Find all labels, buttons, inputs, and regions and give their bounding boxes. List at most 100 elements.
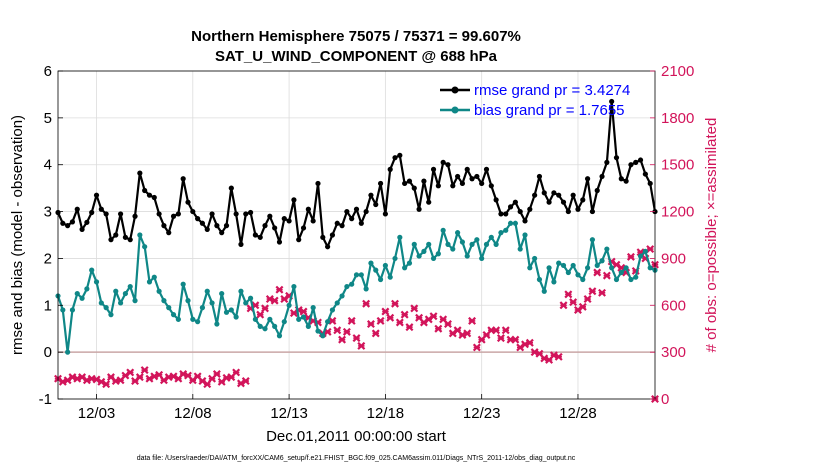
rmse-point-80 xyxy=(440,159,446,165)
obs-point-45 xyxy=(270,296,279,305)
x-tick-label-0: 12/03 xyxy=(78,405,116,422)
bias-point-49 xyxy=(291,283,297,290)
bias-point-80 xyxy=(440,227,446,233)
rmse-series xyxy=(55,98,658,250)
bias-point-3 xyxy=(69,307,76,313)
rmse-point-60 xyxy=(344,208,350,215)
rmse-point-81 xyxy=(445,162,451,168)
obs-point-33 xyxy=(212,370,221,378)
bias-point-93 xyxy=(503,227,509,233)
bias-point-110 xyxy=(584,265,591,271)
grid-lines xyxy=(58,70,655,400)
obs-point-63 xyxy=(357,341,366,350)
bias-point-27 xyxy=(185,298,191,304)
bias-point-64 xyxy=(363,286,369,292)
rmse-point-55 xyxy=(320,234,326,240)
obs-point-60 xyxy=(342,327,351,336)
bias-point-19 xyxy=(146,279,153,285)
obs-point-37 xyxy=(232,368,241,377)
bias-point-75 xyxy=(416,253,422,259)
rmse-point-4 xyxy=(74,206,80,212)
bias-point-96 xyxy=(517,246,523,252)
legend-bias-label: bias grand pr = 1.7655 xyxy=(474,102,625,119)
y-left-tick-label-3: 2 xyxy=(44,250,52,267)
bias-point-51 xyxy=(300,314,307,320)
rmse-point-52 xyxy=(305,206,311,212)
rmse-point-18 xyxy=(142,187,148,194)
rmse-point-30 xyxy=(199,220,206,226)
rmse-point-102 xyxy=(546,199,552,205)
bias-point-12 xyxy=(113,288,119,294)
bias-point-65 xyxy=(368,260,374,266)
x-tick-label-2: 12/13 xyxy=(270,405,308,422)
bias-point-25 xyxy=(175,316,181,322)
obs-point-109 xyxy=(578,302,587,311)
rmse-point-116 xyxy=(613,155,620,161)
bias-point-72 xyxy=(402,265,408,271)
obs-point-59 xyxy=(338,335,347,344)
rmse-point-74 xyxy=(411,185,417,191)
obs-point-81 xyxy=(443,320,452,329)
bias-point-42 xyxy=(257,323,263,329)
obs-point-43 xyxy=(261,304,270,313)
bias-point-6 xyxy=(84,286,90,292)
bias-point-119 xyxy=(628,276,634,283)
rmse-point-91 xyxy=(493,197,499,203)
bias-point-102 xyxy=(546,265,552,271)
bias-point-24 xyxy=(170,312,177,318)
bias-point-18 xyxy=(142,244,148,250)
rmse-point-13 xyxy=(117,211,124,217)
rmse-point-46 xyxy=(276,239,283,245)
y-right-tick-label-5: 1500 xyxy=(661,157,694,174)
rmse-point-78 xyxy=(430,166,437,172)
bias-point-101 xyxy=(541,288,547,294)
bias-point-35 xyxy=(223,309,230,315)
bias-point-36 xyxy=(228,307,234,313)
rmse-point-23 xyxy=(166,230,172,236)
rmse-point-56 xyxy=(325,244,331,250)
bias-point-41 xyxy=(252,316,258,322)
rmse-point-109 xyxy=(580,197,586,203)
chart-title: Northern Hemisphere 75075 / 75371 = 99.6… xyxy=(191,28,521,45)
bias-point-117 xyxy=(618,269,624,276)
bias-point-37 xyxy=(233,314,239,320)
rmse-point-97 xyxy=(522,218,528,224)
bias-point-21 xyxy=(156,288,162,294)
bias-point-2 xyxy=(65,349,71,355)
rmse-point-101 xyxy=(541,190,547,196)
bias-point-92 xyxy=(498,230,504,236)
bias-point-54 xyxy=(315,328,321,334)
legend-rmse-label: rmse grand pr = 3.4274 xyxy=(474,82,630,99)
bias-line xyxy=(56,222,656,354)
bias-point-47 xyxy=(281,319,287,325)
rmse-point-20 xyxy=(151,194,157,201)
rmse-point-7 xyxy=(89,209,95,216)
obs-point-119 xyxy=(626,252,635,261)
obs-point-18 xyxy=(140,366,149,375)
bias-point-83 xyxy=(455,230,461,236)
bias-point-115 xyxy=(609,265,615,271)
obs-point-79 xyxy=(434,324,443,333)
rmse-point-34 xyxy=(219,230,225,236)
bias-point-5 xyxy=(79,295,85,301)
rmse-point-42 xyxy=(257,234,263,240)
rmse-point-75 xyxy=(416,206,422,212)
rmse-point-88 xyxy=(479,180,485,187)
bias-point-104 xyxy=(556,260,562,266)
bias-point-67 xyxy=(377,276,384,283)
x-tick-label-1: 12/08 xyxy=(174,405,212,422)
rmse-point-47 xyxy=(281,216,287,222)
obs-point-39 xyxy=(241,377,250,386)
rmse-point-43 xyxy=(262,223,268,229)
rmse-point-69 xyxy=(387,166,393,172)
rmse-point-41 xyxy=(252,232,258,238)
rmse-point-50 xyxy=(296,237,302,243)
bias-point-39 xyxy=(243,300,249,306)
bias-point-9 xyxy=(98,300,104,306)
obs-point-92 xyxy=(496,334,505,343)
bias-point-87 xyxy=(474,237,480,243)
obs-point-74 xyxy=(410,304,419,313)
rmse-point-73 xyxy=(406,178,413,184)
obs-point-70 xyxy=(391,299,399,308)
bias-series xyxy=(55,220,658,355)
